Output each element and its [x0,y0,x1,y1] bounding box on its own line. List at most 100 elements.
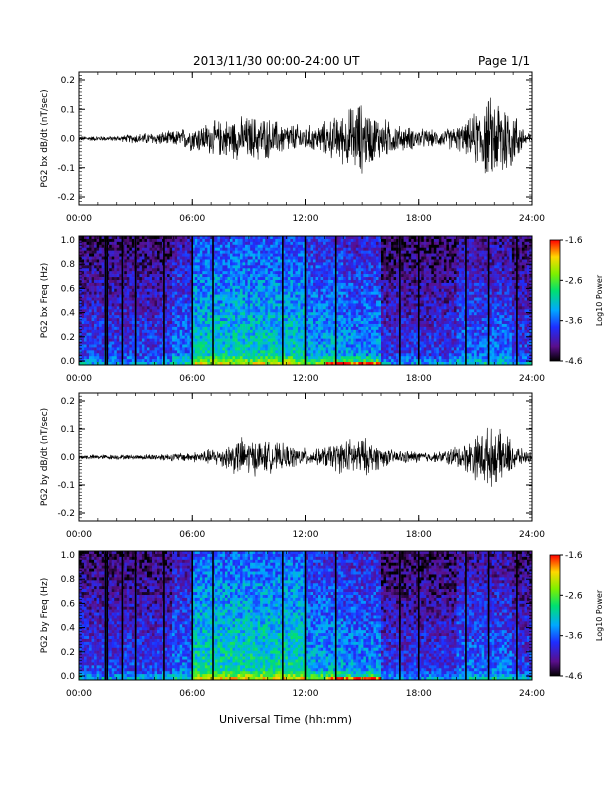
spectrogram-cell [343,326,347,331]
spectrogram-cell [224,329,228,334]
spectrogram-cell [214,262,218,266]
spectrogram-cell [350,332,354,336]
spectrogram-cell [174,318,178,322]
spectrogram-cell [184,262,188,266]
spectrogram-cell [139,323,143,328]
spectrogram-cell [86,282,90,287]
spectrogram-cell [290,297,294,301]
spectrogram-cell [154,279,158,284]
spectrogram-cell [81,347,85,351]
spectrogram-cell [182,300,185,304]
spectrogram-cell [126,253,130,257]
spectrogram-cell [154,359,158,363]
spectrogram-cell [230,300,233,304]
spectrogram-cell [227,250,231,254]
spectrogram-cell [333,271,336,275]
spectrogram-cell [240,256,243,260]
spectrogram-cell [270,306,274,310]
spectrogram-cell [318,241,321,246]
spectrogram-cell [159,259,163,263]
spectrogram-cell [119,279,123,284]
spectrogram-cell [151,265,155,269]
spectrogram-cell [207,341,211,345]
spectrogram-cell [305,335,309,339]
spectrogram-cell [116,309,120,313]
spectrogram-cell [300,253,304,257]
spectrogram-cell [252,244,256,249]
spectrogram-cell [227,350,231,354]
spectrogram-cell [114,341,118,345]
spectrogram-cell [146,259,150,263]
spectrogram-cell [245,244,248,249]
spectrogram-cell [214,294,218,298]
spectrogram-cell [167,315,170,319]
spectrogram-cell [232,262,236,266]
spectrogram-cell [315,288,319,292]
spectrogram-cell [295,362,299,366]
spectrogram-cell [287,250,291,254]
spectrogram-cell [157,256,160,260]
spectrogram-cell [222,265,226,269]
spectrogram-cell [348,244,352,249]
spectrogram-cell [353,282,357,287]
spectrogram-cell [94,353,97,357]
spectrogram-cell [282,291,286,295]
spectrogram-cell [313,241,316,246]
spectrogram-cell [209,323,213,328]
spectrogram-cell [272,288,276,292]
spectrogram-cell [197,356,201,360]
spectrogram-cell [257,291,261,295]
spectrogram-cell [290,359,294,363]
spectrogram-cell [164,356,168,360]
spectrogram-cell [96,247,100,251]
spectrogram-cell [270,315,274,319]
spectrogram-cell [237,362,241,366]
spectrogram-cell [154,300,158,304]
spectrogram-cell [202,347,206,351]
spectrogram-cell [136,274,140,278]
spectrogram-cell [295,277,299,281]
spectrogram-cell [169,294,173,298]
spectrogram-cell [262,309,266,313]
spectrogram-cell [323,285,326,290]
spectrogram-cell [86,262,90,266]
spectrogram-cell [300,312,304,316]
spectrogram-cell [129,236,133,240]
spectrogram-cell [192,356,196,360]
spectrogram-cell [99,236,102,240]
spectrogram-cell [305,353,309,357]
spectrogram-cell [101,315,105,319]
spectrogram-cell [333,332,336,336]
spectrogram-cell [237,271,241,275]
spectrogram-cell [242,277,246,281]
spectrogram-cell [146,350,150,354]
spectrogram-cell [194,359,198,363]
spectrogram-cell [240,271,243,275]
spectrogram-cell [126,309,130,313]
spectrogram-cell [265,253,269,257]
spectrogram-cell [245,277,248,281]
spectrogram-cell [345,285,349,290]
spectrogram-cell [89,300,92,304]
spectrogram-cell [222,350,226,354]
spectrogram-cell [144,256,148,260]
spectrogram-cell [323,279,326,284]
spectrogram-cell [232,332,236,336]
spectrogram-cell [282,277,286,281]
spectrogram-cell [262,329,266,334]
spectrogram-cell [99,300,102,304]
spectrogram-cell [217,262,221,266]
spectrogram-cell [151,312,155,316]
spectrogram-cell [194,306,198,310]
spectrogram-cell [94,259,97,263]
spectrogram-cell [114,288,118,292]
spectrogram-cell [167,344,170,348]
spectrogram-cell [240,274,243,278]
spectrogram-cell [129,244,133,249]
spectrogram-cell [222,262,226,266]
spectrogram-cell [285,335,289,339]
spectrogram-cell [209,279,213,284]
spectrogram-cell [235,329,238,334]
spectrogram-cell [111,259,115,263]
spectrogram-cell [282,265,286,269]
